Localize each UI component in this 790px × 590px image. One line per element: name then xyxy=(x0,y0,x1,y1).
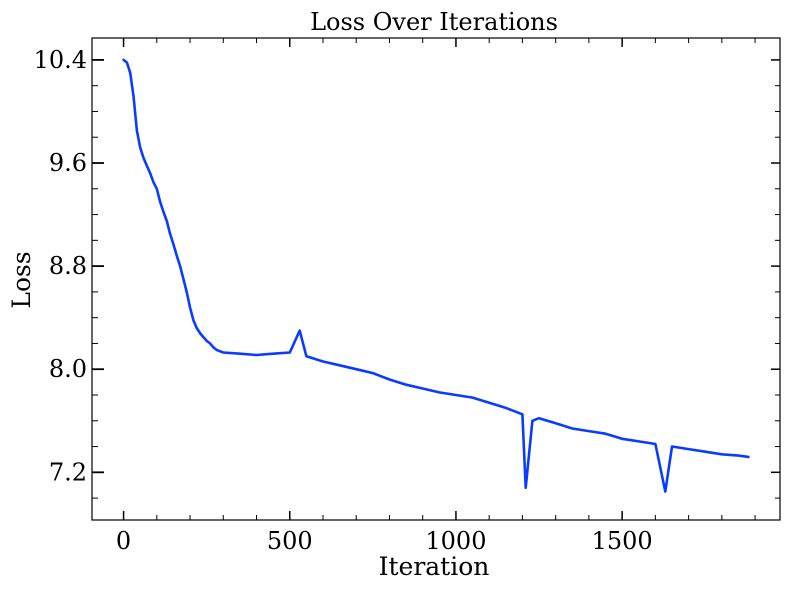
minor-ticks xyxy=(92,38,780,520)
x-axis-label: Iteration xyxy=(379,552,490,581)
chart-title: Loss Over Iterations xyxy=(310,8,558,36)
major-ticks xyxy=(92,38,780,520)
x-tick-label: 0 xyxy=(116,527,131,555)
y-tick-label: 7.2 xyxy=(49,458,87,486)
x-tick-label: 1000 xyxy=(425,527,486,555)
y-axis-label: Loss xyxy=(7,251,36,308)
x-tick-label: 1500 xyxy=(592,527,653,555)
y-tick-label: 10.4 xyxy=(34,46,87,74)
y-tick-label: 9.6 xyxy=(49,149,87,177)
plot-frame xyxy=(91,37,781,521)
tick-labels: 0 500 1000 1500 7.2 8.0 8.8 9.6 10.4 xyxy=(34,46,653,555)
y-tick-label: 8.0 xyxy=(49,355,87,383)
y-tick-label: 8.8 xyxy=(49,252,87,280)
loss-series-line xyxy=(122,58,750,493)
x-tick-label: 500 xyxy=(267,527,313,555)
plot-background xyxy=(92,38,780,520)
